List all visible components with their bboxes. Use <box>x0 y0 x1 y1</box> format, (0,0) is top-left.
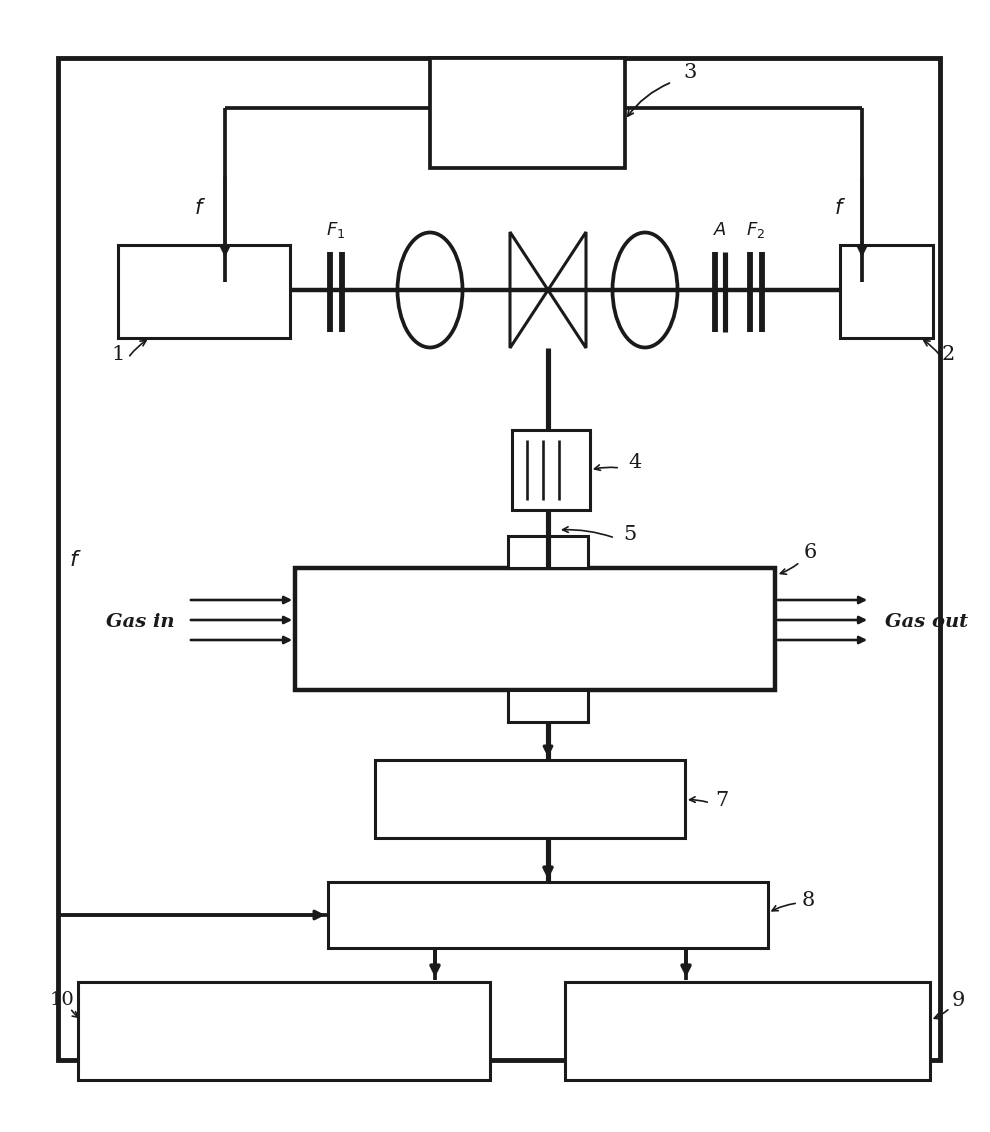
Bar <box>328 882 768 947</box>
Text: 4: 4 <box>629 453 642 472</box>
Text: $f$: $f$ <box>68 549 81 571</box>
Bar <box>840 245 933 338</box>
Bar <box>118 245 290 338</box>
Polygon shape <box>510 232 548 348</box>
Ellipse shape <box>398 232 462 348</box>
Bar <box>295 568 775 691</box>
Text: $f$: $f$ <box>834 198 846 218</box>
Text: 10: 10 <box>50 990 74 1009</box>
Text: 1: 1 <box>111 345 125 365</box>
Text: 3: 3 <box>683 62 697 82</box>
Ellipse shape <box>613 232 677 348</box>
Bar <box>430 58 625 168</box>
Text: Gas out: Gas out <box>885 614 968 631</box>
Polygon shape <box>548 232 586 348</box>
Bar <box>565 981 930 1080</box>
Bar <box>508 535 588 568</box>
Bar <box>512 430 590 511</box>
Bar <box>375 760 685 838</box>
Bar <box>58 58 940 1060</box>
Text: 8: 8 <box>801 891 815 909</box>
Text: $F_2$: $F_2$ <box>746 220 765 240</box>
Text: 6: 6 <box>803 542 817 561</box>
Bar <box>78 981 490 1080</box>
Text: 9: 9 <box>951 990 964 1010</box>
Text: 2: 2 <box>941 345 954 365</box>
Bar <box>508 691 588 722</box>
Text: Gas in: Gas in <box>107 614 175 631</box>
Text: $A$: $A$ <box>713 221 727 239</box>
Text: $F_1$: $F_1$ <box>327 220 346 240</box>
Text: $f$: $f$ <box>194 198 206 218</box>
Text: 7: 7 <box>716 790 729 809</box>
Text: 5: 5 <box>624 525 637 544</box>
